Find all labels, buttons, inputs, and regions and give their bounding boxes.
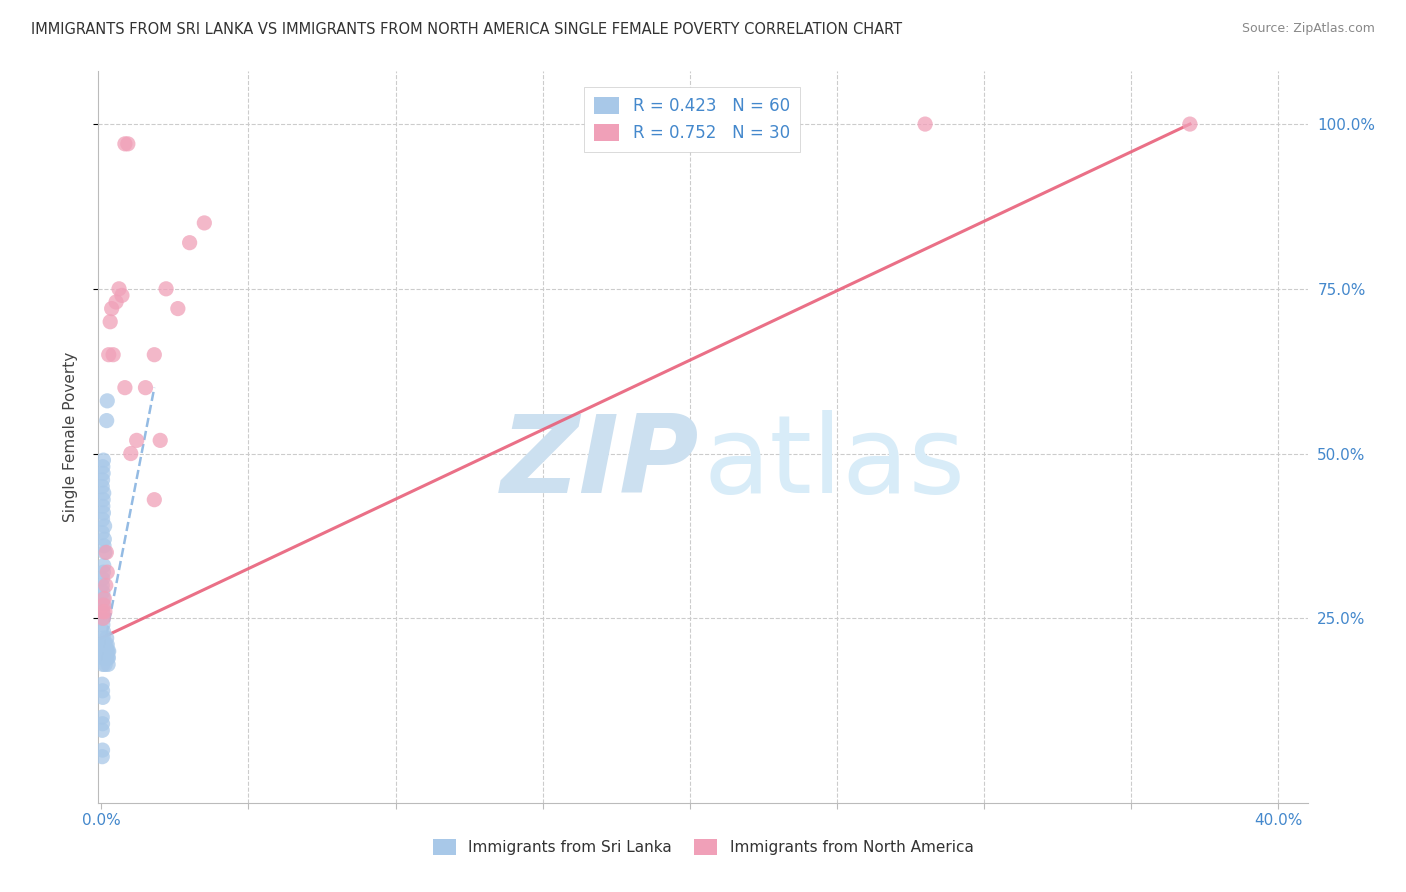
Point xyxy=(105,295,128,310)
Point xyxy=(91,657,114,672)
Point xyxy=(91,611,114,625)
Point xyxy=(91,638,114,652)
Text: IMMIGRANTS FROM SRI LANKA VS IMMIGRANTS FROM NORTH AMERICA SINGLE FEMALE POVERTY: IMMIGRANTS FROM SRI LANKA VS IMMIGRANTS … xyxy=(31,22,903,37)
Point xyxy=(91,459,114,474)
Point xyxy=(108,282,131,296)
Point xyxy=(155,282,177,296)
Point xyxy=(134,381,156,395)
Point xyxy=(96,650,118,665)
Point xyxy=(94,638,117,652)
Point xyxy=(91,723,114,738)
Point xyxy=(91,585,114,599)
Point xyxy=(93,631,115,645)
Point xyxy=(97,348,120,362)
Point xyxy=(91,473,114,487)
Point xyxy=(117,136,139,151)
Point xyxy=(93,644,115,658)
Text: Source: ZipAtlas.com: Source: ZipAtlas.com xyxy=(1241,22,1375,36)
Point xyxy=(1178,117,1201,131)
Point xyxy=(96,414,118,428)
Point xyxy=(149,434,172,448)
Point xyxy=(94,545,117,559)
Point xyxy=(94,644,117,658)
Point xyxy=(93,565,115,579)
Point xyxy=(91,512,114,526)
Legend: Immigrants from Sri Lanka, Immigrants from North America: Immigrants from Sri Lanka, Immigrants fr… xyxy=(426,833,980,861)
Point xyxy=(96,545,118,559)
Point xyxy=(93,539,115,553)
Point xyxy=(111,288,134,302)
Text: atlas: atlas xyxy=(703,409,965,516)
Point xyxy=(94,644,117,658)
Point xyxy=(166,301,188,316)
Point xyxy=(91,500,114,514)
Point xyxy=(93,533,115,547)
Text: ZIP: ZIP xyxy=(501,409,699,516)
Point xyxy=(91,677,114,691)
Point xyxy=(96,565,118,579)
Y-axis label: Single Female Poverty: Single Female Poverty xyxy=(63,352,77,522)
Point xyxy=(100,301,122,316)
Point xyxy=(143,348,166,362)
Point xyxy=(96,393,118,408)
Point xyxy=(93,453,115,467)
Point xyxy=(143,492,166,507)
Point xyxy=(91,578,114,592)
Point xyxy=(101,348,124,362)
Point xyxy=(98,315,121,329)
Point xyxy=(93,650,115,665)
Point xyxy=(91,743,114,757)
Point xyxy=(94,650,117,665)
Point xyxy=(91,690,114,705)
Point xyxy=(91,683,114,698)
Point xyxy=(91,650,114,665)
Point xyxy=(94,578,117,592)
Point xyxy=(914,117,936,131)
Point xyxy=(91,492,114,507)
Point xyxy=(97,657,120,672)
Point xyxy=(96,638,118,652)
Point xyxy=(93,638,115,652)
Point xyxy=(94,657,117,672)
Point xyxy=(91,591,114,606)
Point xyxy=(96,644,118,658)
Point xyxy=(93,519,115,533)
Point xyxy=(91,710,114,724)
Point xyxy=(91,605,114,619)
Point xyxy=(91,467,114,481)
Point xyxy=(91,479,114,493)
Point xyxy=(93,624,115,639)
Point xyxy=(94,605,117,619)
Point xyxy=(96,650,118,665)
Point xyxy=(91,605,114,619)
Point xyxy=(193,216,215,230)
Point xyxy=(91,572,114,586)
Point xyxy=(93,558,115,573)
Point xyxy=(120,446,142,460)
Point xyxy=(91,644,114,658)
Point xyxy=(179,235,201,250)
Point xyxy=(91,618,114,632)
Point xyxy=(97,650,120,665)
Point xyxy=(91,611,114,625)
Point xyxy=(91,525,114,540)
Point xyxy=(91,644,114,658)
Point xyxy=(125,434,148,448)
Point xyxy=(91,749,114,764)
Point xyxy=(114,136,136,151)
Point xyxy=(93,598,115,612)
Point xyxy=(91,598,114,612)
Point xyxy=(91,716,114,731)
Point xyxy=(93,486,115,500)
Point xyxy=(96,631,118,645)
Point xyxy=(93,591,115,606)
Point xyxy=(97,644,120,658)
Point xyxy=(93,644,115,658)
Point xyxy=(97,644,120,658)
Point xyxy=(93,506,115,520)
Point xyxy=(114,381,136,395)
